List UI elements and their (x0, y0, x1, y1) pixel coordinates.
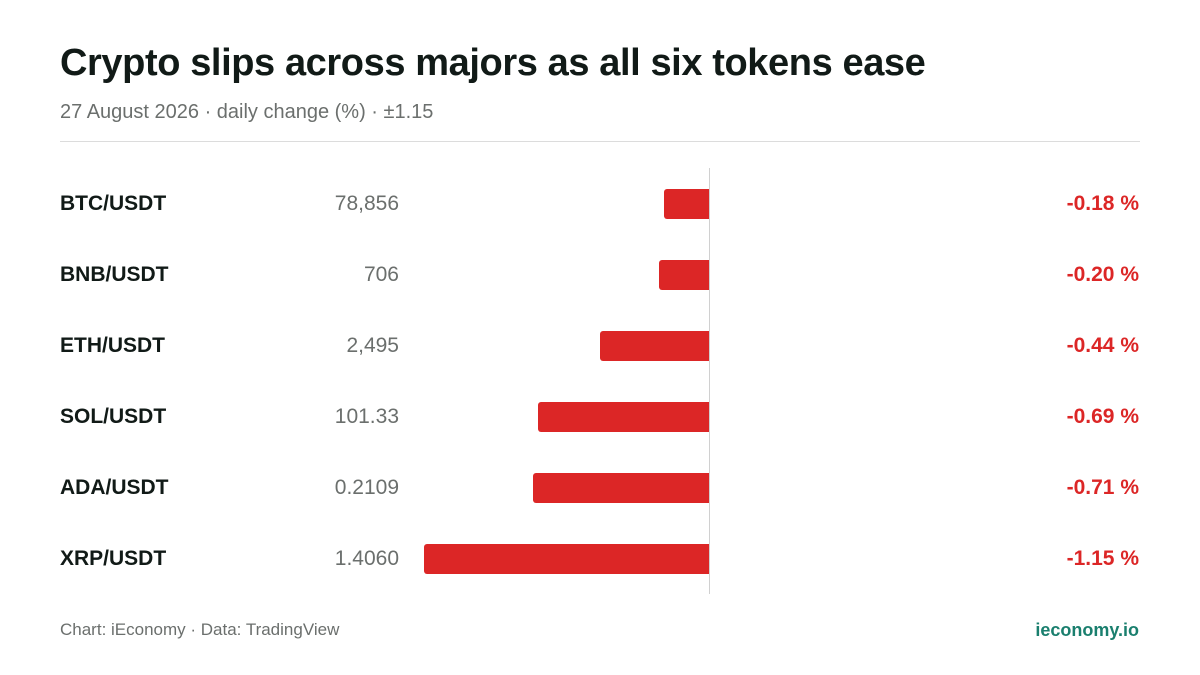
change-bar (424, 544, 709, 574)
chart-row: BTC/USDT 78,856 -0.18 % (0, 184, 1200, 224)
brand-link[interactable]: ieconomy.io (1035, 620, 1139, 640)
pair-label: ADA/USDT (60, 476, 169, 499)
header-divider (60, 141, 1140, 142)
pair-label: XRP/USDT (60, 547, 167, 570)
pair-label: ETH/USDT (60, 334, 165, 357)
change-value-label: -0.71 % (1066, 476, 1139, 499)
change-value-label: -0.44 % (1066, 334, 1139, 357)
price-value: 706 (363, 263, 399, 286)
chart-row: BNB/USDT 706 -0.20 % (0, 255, 1200, 295)
change-bar (664, 189, 709, 219)
change-value-label: -0.69 % (1066, 405, 1139, 428)
change-bar (599, 331, 709, 361)
chart-row: SOL/USDT 101.33 -0.69 % (0, 397, 1200, 437)
source-credit: Chart: iEconomy · Data: TradingView (60, 620, 340, 639)
chart-title: Crypto slips across majors as all six to… (60, 42, 926, 84)
price-value: 0.2109 (334, 476, 399, 499)
change-value-label: -0.20 % (1066, 263, 1139, 286)
chart-row: ADA/USDT 0.2109 -0.71 % (0, 468, 1200, 508)
pair-label: BTC/USDT (60, 192, 167, 215)
change-bar (533, 473, 709, 503)
price-value: 78,856 (334, 192, 399, 215)
change-value-label: -0.18 % (1066, 192, 1139, 215)
price-value: 2,495 (346, 334, 399, 357)
price-value: 101.33 (334, 405, 399, 428)
chart-row: XRP/USDT 1.4060 -1.15 % (0, 539, 1200, 579)
chart-subtitle: 27 August 2026 · daily change (%) · ±1.1… (60, 101, 434, 123)
chart-row: ETH/USDT 2,495 -0.44 % (0, 326, 1200, 366)
price-value: 1.4060 (334, 547, 399, 570)
change-value-label: -1.15 % (1066, 547, 1139, 570)
zero-axis-line (709, 168, 710, 594)
pair-label: SOL/USDT (60, 405, 167, 428)
change-bar (538, 402, 709, 432)
change-bar (659, 260, 709, 290)
pair-label: BNB/USDT (60, 263, 169, 286)
